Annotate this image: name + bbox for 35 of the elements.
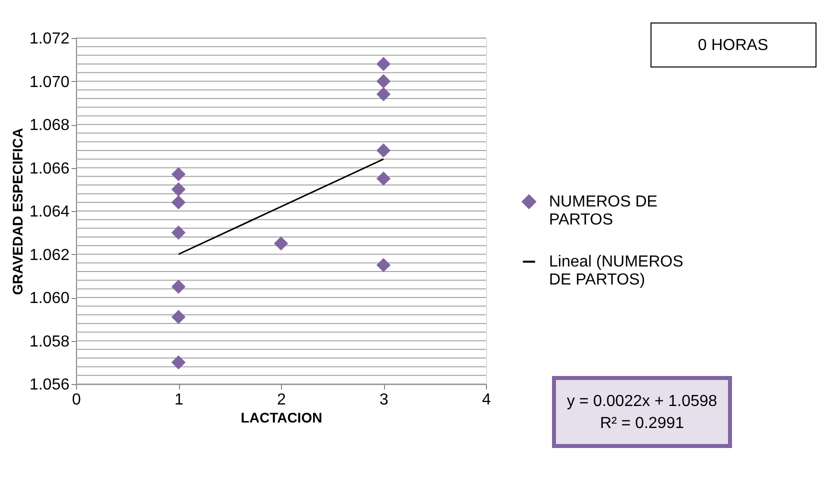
- point: [376, 171, 391, 186]
- text: 0 HORAS: [698, 37, 768, 54]
- point: [171, 167, 186, 182]
- y-tick-label: 1.066: [29, 160, 70, 178]
- y-tick-label: 1.068: [29, 117, 70, 134]
- text: y = 0.0022x + 1.0598: [566, 393, 718, 410]
- point: [171, 195, 186, 210]
- y-tick-label: 1.062: [29, 246, 70, 264]
- point: [171, 310, 186, 324]
- x-tick-label: 0: [72, 392, 82, 408]
- y-tick-label: 1.064: [29, 204, 70, 220]
- point: [171, 226, 186, 240]
- y-axis-title: GRAVEDAD ESPECIFICA: [9, 128, 26, 295]
- point: [376, 87, 391, 102]
- x-tick-label: 4: [482, 392, 492, 408]
- point: [376, 258, 391, 272]
- point: [376, 74, 391, 88]
- legend-label: Lineal (NUMEROS DE PARTOS): [549, 254, 684, 289]
- point: [274, 236, 288, 251]
- point: [376, 143, 391, 158]
- y-tick-label: 1.070: [29, 74, 70, 91]
- x-tick-label: 3: [380, 392, 389, 408]
- y-tick-label: 1.056: [29, 376, 70, 394]
- y-tick-label: 1.060: [29, 290, 70, 307]
- x-axis-title: LACTACION: [240, 410, 322, 426]
- y-tick-label: 1.058: [29, 333, 70, 350]
- text: R² = 0.2991: [600, 415, 684, 432]
- point: [171, 280, 186, 294]
- y-tick-label: 1.072: [29, 30, 70, 48]
- x-tick-label: 1: [174, 392, 184, 408]
- point: [171, 182, 186, 196]
- point: [376, 56, 391, 72]
- point: [171, 355, 186, 370]
- legend-label: NUMEROS DE PARTOS: [549, 194, 658, 229]
- x-tick-label: 2: [277, 392, 286, 408]
